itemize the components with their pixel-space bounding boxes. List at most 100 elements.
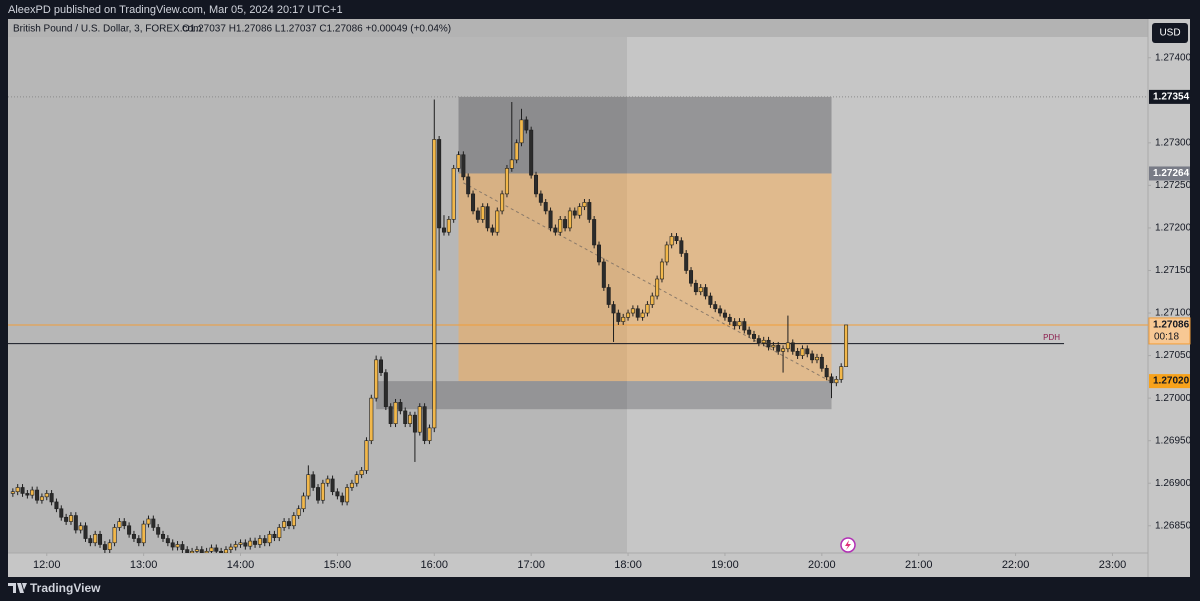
candle-body	[219, 550, 224, 553]
candle-body	[44, 493, 49, 498]
candle-body	[156, 527, 161, 535]
candle-body	[446, 219, 451, 233]
currency-button[interactable]	[1152, 23, 1188, 43]
candle-body	[626, 312, 631, 318]
candle-body	[534, 174, 539, 195]
candle-body	[781, 348, 786, 352]
candle-body	[223, 549, 228, 553]
candle-body	[664, 244, 669, 263]
candle-body	[441, 227, 446, 233]
candle-body	[601, 261, 606, 288]
candle-body	[136, 538, 141, 544]
candle-body	[194, 549, 199, 552]
candle-body	[291, 515, 296, 527]
candle-body	[752, 334, 757, 339]
author-line: AleexPD published on TradingView.com, Ma…	[8, 4, 343, 16]
candle-body	[306, 474, 311, 497]
candle-body	[563, 219, 568, 229]
symbol: British Pound / U.S. Dollar, 3, FOREX.co…	[13, 24, 201, 35]
candle-body	[708, 295, 713, 305]
candle-body	[165, 538, 170, 544]
candle-body	[732, 321, 737, 327]
price-label-box	[1149, 166, 1190, 181]
x-tick-label: 23:00	[1099, 559, 1127, 571]
currency[interactable]: USD	[1159, 28, 1180, 39]
candle-body	[814, 356, 819, 361]
candle-body	[403, 410, 408, 424]
candle-body	[349, 482, 354, 488]
candle-body	[383, 372, 388, 407]
candle-body	[490, 227, 495, 233]
candle-body	[582, 202, 587, 207]
candle-body	[771, 345, 776, 348]
candle-body	[54, 501, 59, 510]
candle-body	[427, 427, 432, 441]
candle-body	[548, 210, 553, 229]
candle-body	[524, 119, 529, 131]
candle-body	[761, 339, 766, 344]
candle-body	[742, 321, 747, 331]
candle-body	[461, 154, 466, 178]
candle-body	[616, 312, 621, 322]
event-icon[interactable]	[840, 537, 856, 553]
candle-body	[112, 527, 117, 544]
candle-body	[698, 287, 703, 293]
candle-body	[335, 491, 340, 497]
candle-body	[15, 487, 20, 493]
y-tick-label: 1.27400	[1155, 52, 1192, 63]
candle-body	[131, 533, 136, 539]
candle-body	[810, 353, 815, 361]
candle-body	[78, 525, 83, 531]
candle-body	[645, 304, 650, 314]
candle-body	[747, 329, 752, 335]
candle-body	[659, 261, 664, 280]
brand: TradingView	[30, 581, 101, 595]
candle-body	[64, 516, 69, 522]
candle-body	[282, 521, 287, 528]
candle-body	[635, 308, 640, 318]
candle-body	[577, 206, 582, 216]
candle-body	[412, 414, 417, 433]
plot-area: PDH	[8, 96, 1148, 553]
candle-body	[495, 210, 500, 233]
price-label: 1.27354	[1153, 92, 1190, 103]
candle-body	[151, 518, 156, 528]
y-tick-label: 1.27200	[1155, 223, 1192, 234]
candle-body	[621, 316, 626, 322]
candle-body	[558, 219, 563, 233]
candle-body	[834, 379, 839, 384]
price-label: 1.27020	[1153, 376, 1190, 387]
x-tick-label: 13:00	[130, 559, 158, 571]
candle-body	[320, 482, 325, 501]
candle-body	[718, 308, 723, 314]
candle-body	[88, 538, 93, 544]
y-tick-label: 1.27150	[1155, 265, 1192, 276]
price-label: 1.27086	[1153, 320, 1190, 331]
candle-body	[456, 154, 461, 169]
candle-body	[417, 406, 422, 433]
candle-body	[737, 321, 742, 327]
candle-body	[504, 168, 509, 195]
candle-body	[214, 547, 219, 552]
candle-body	[529, 129, 534, 176]
candle-body	[844, 324, 849, 367]
candle-body	[199, 549, 204, 553]
candle-body	[480, 206, 485, 220]
candle-body	[30, 489, 35, 496]
candle-body	[669, 236, 674, 246]
candle-body	[272, 533, 277, 538]
price-label: 1.27264	[1153, 168, 1190, 179]
candle-body	[606, 287, 611, 305]
candle-body	[102, 544, 107, 550]
price-label-box	[1149, 374, 1190, 389]
candle-body	[267, 533, 272, 544]
candle-body	[776, 345, 781, 352]
pdh-label: PDH	[1043, 333, 1060, 342]
candle-body	[689, 270, 694, 284]
candle-body	[228, 546, 233, 550]
candle-body	[233, 544, 238, 548]
x-tick-label: 20:00	[808, 559, 836, 571]
y-tick-label: 1.26900	[1155, 478, 1192, 489]
candle-body	[829, 376, 834, 384]
